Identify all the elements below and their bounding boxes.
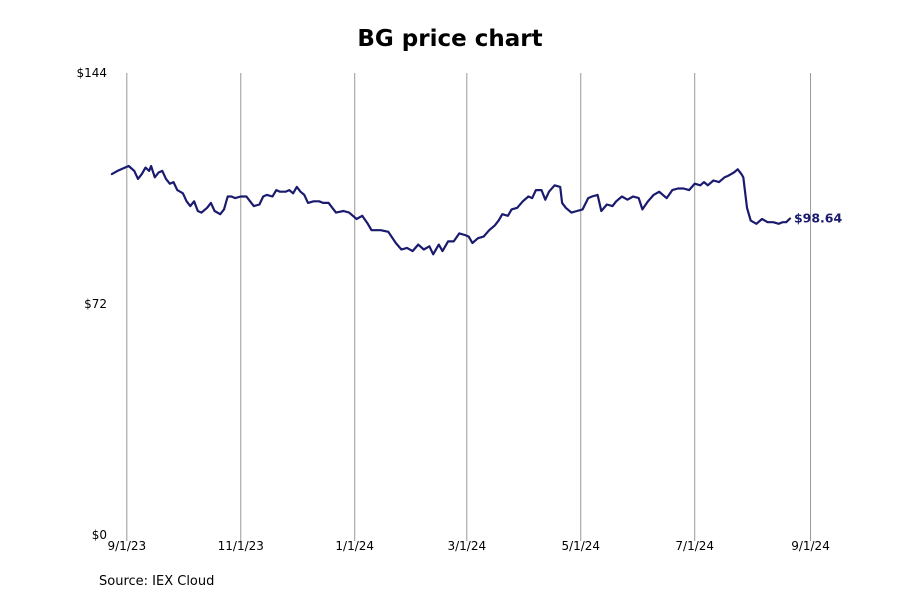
x-tick-label: 5/1/24 bbox=[561, 539, 600, 553]
end-label-layer: $98.64 bbox=[794, 211, 843, 226]
x-tick-label: 3/1/24 bbox=[447, 539, 486, 553]
y-tick-label: $0 bbox=[92, 528, 107, 542]
x-tick-label: 9/1/23 bbox=[108, 539, 147, 553]
x-tick-label: 7/1/24 bbox=[675, 539, 714, 553]
x-tick-label: 1/1/24 bbox=[335, 539, 374, 553]
last-value-label: $98.64 bbox=[794, 211, 843, 226]
series-layer bbox=[110, 164, 792, 256]
chart-title: BG price chart bbox=[357, 26, 543, 52]
x-tick-label: 9/1/24 bbox=[791, 539, 830, 553]
price-series-line bbox=[110, 164, 792, 256]
y-tick-label: $144 bbox=[76, 66, 107, 80]
gridlines bbox=[126, 73, 812, 541]
y-tick-label: $72 bbox=[84, 297, 107, 311]
x-axis-ticks: 9/1/23 11/1/23 1/1/24 3/1/24 5/1/24 7/1/24 9/1… bbox=[108, 539, 830, 553]
source-note: Source: IEX Cloud bbox=[99, 574, 215, 589]
x-tick-label: 11/1/23 bbox=[218, 539, 264, 553]
y-axis-ticks: $0 $72 $144 bbox=[76, 66, 107, 542]
